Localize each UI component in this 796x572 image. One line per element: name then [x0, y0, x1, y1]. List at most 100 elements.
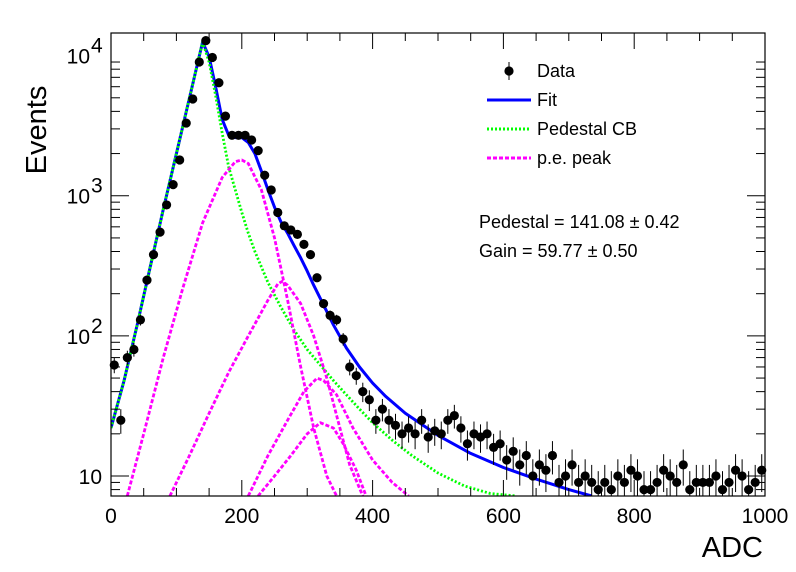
y-tick-label: 10 [67, 186, 90, 209]
data-point [247, 135, 257, 145]
data-point [704, 477, 715, 488]
p-e-peak-curve-5 [247, 376, 410, 496]
data-point [155, 227, 165, 237]
x-axis-ticks: 0 200 400 600 800 1000 [105, 33, 788, 528]
data-point [685, 484, 695, 495]
data-point [737, 471, 747, 481]
data-point [698, 477, 708, 488]
data-point [332, 315, 342, 325]
data-point [161, 200, 172, 210]
x-tick-label: 600 [486, 505, 521, 528]
data-point [286, 225, 296, 235]
data-point [351, 371, 361, 381]
data-point [672, 477, 682, 488]
data-point [757, 465, 767, 475]
data-point [436, 429, 446, 439]
data-point [678, 460, 688, 470]
data-point [279, 221, 289, 231]
data-point [220, 111, 231, 121]
data-point [207, 52, 217, 63]
y-tick-label: 10 [67, 46, 90, 69]
data-point [639, 484, 649, 495]
data-point [122, 352, 132, 363]
data-point [201, 35, 211, 46]
data-point [135, 315, 146, 325]
data-point [443, 415, 453, 425]
y-tick-label: 10 [67, 326, 90, 349]
data-point [273, 207, 283, 218]
data-point [266, 185, 276, 195]
data-point [142, 275, 152, 285]
data-point [632, 471, 643, 481]
x-tick-label: 200 [224, 505, 259, 528]
data-point [521, 450, 531, 461]
data-point [318, 298, 329, 309]
data-point [730, 465, 741, 475]
x-tick-label: 800 [617, 505, 652, 528]
data-point [305, 250, 316, 260]
data-point [371, 415, 381, 425]
data-point [560, 471, 571, 481]
x-tick-label: 400 [355, 505, 390, 528]
data-point [260, 170, 270, 180]
data-point [188, 94, 198, 104]
data-point [515, 460, 525, 470]
legend-marker [504, 66, 514, 76]
p-e-peak-curve-4 [168, 279, 365, 496]
data-point [645, 484, 656, 495]
data-point [652, 477, 662, 488]
data-point [528, 471, 538, 481]
data-point [292, 229, 302, 239]
x-tick-label: 1000 [742, 505, 789, 528]
y-tick-label: 10 [79, 466, 102, 489]
data-point [587, 477, 597, 488]
data-point [358, 387, 368, 397]
data-point [168, 180, 178, 190]
p-e-peak-curve-3 [125, 158, 338, 496]
data-point [462, 439, 473, 449]
y-tick-exponent: 3 [91, 175, 103, 198]
data-point [482, 429, 492, 439]
data-point [403, 423, 414, 433]
x-tick-label: 0 [105, 505, 117, 528]
data-point [659, 465, 669, 475]
data-point [390, 420, 401, 430]
fit-result-label: Pedestal = 141.08 ± 0.42 [479, 212, 680, 232]
x-axis-title: ADC [702, 532, 763, 564]
p-e-peak-curve-6 [257, 421, 368, 496]
data-point [345, 362, 355, 372]
data-point [744, 484, 754, 495]
legend-label: Fit [537, 90, 557, 110]
data-point [600, 477, 610, 488]
data-point [129, 344, 139, 355]
data-point [397, 429, 407, 439]
fit-result-label: Gain = 59.77 ± 0.50 [479, 241, 638, 261]
data-point [175, 155, 185, 165]
data-point [449, 410, 459, 421]
legend: Data Fit Pedestal CB p.e. peak [487, 61, 637, 168]
data-point [691, 477, 701, 488]
data-point [253, 145, 263, 156]
data-point [214, 78, 224, 88]
data-points [109, 35, 767, 496]
data-point [240, 130, 250, 140]
y-tick-exponent: 4 [91, 35, 103, 58]
data-point [606, 484, 616, 495]
pedestal-cb-curve-2 [111, 40, 517, 496]
data-point [227, 130, 237, 140]
data-point [495, 439, 505, 449]
data-point [299, 239, 309, 249]
data-point [750, 477, 760, 488]
y-axis-title: Events [21, 86, 53, 175]
data-point [417, 415, 427, 425]
data-point [181, 118, 191, 128]
data-point [233, 130, 244, 140]
data-point [194, 57, 204, 67]
data-point [384, 415, 394, 425]
data-point [574, 477, 584, 488]
data-point [364, 395, 374, 405]
data-point [338, 334, 348, 344]
data-point [148, 250, 159, 260]
